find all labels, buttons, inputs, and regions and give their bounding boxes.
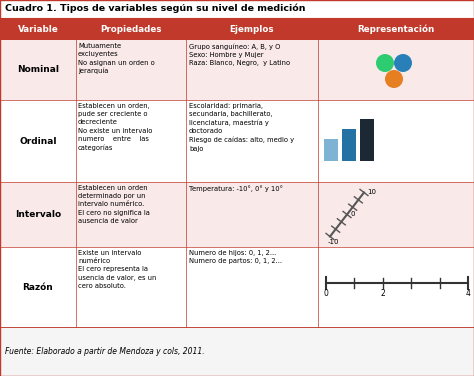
Text: 0: 0 [351, 211, 356, 217]
Circle shape [385, 70, 403, 88]
Text: Cuadro 1. Tipos de variables según su nivel de medición: Cuadro 1. Tipos de variables según su ni… [5, 3, 306, 13]
Text: Establecen un orden,
pude ser creciente o
decreciente
No existe un intervalo
num: Establecen un orden, pude ser creciente … [78, 103, 152, 151]
Bar [0, 182, 474, 247]
Text: Mutuamente
excluyentes
No asignan un orden o
jerarquía: Mutuamente excluyentes No asignan un ord… [78, 43, 155, 74]
Bar [360, 119, 374, 161]
Text: Representación: Representación [357, 24, 435, 34]
Circle shape [376, 54, 394, 72]
Text: Razón: Razón [23, 282, 54, 291]
Text: 10: 10 [367, 190, 376, 196]
Bar [0, 327, 474, 376]
Bar [0, 18, 474, 40]
Text: Intervalo: Intervalo [15, 210, 61, 219]
Text: Escolaridad: primaria,
secundaria, bachillerato,
licenciatura, maestría y
doctor: Escolaridad: primaria, secundaria, bachi… [189, 103, 294, 152]
Text: 0: 0 [324, 288, 328, 297]
Text: Variable: Variable [18, 24, 58, 33]
Text: Temperatura: -10°, 0° y 10°: Temperatura: -10°, 0° y 10° [189, 185, 283, 192]
Bar [324, 139, 338, 161]
Text: Ejemplos: Ejemplos [230, 24, 274, 33]
Text: 2: 2 [381, 288, 385, 297]
Text: Numero de hijos: 0, 1, 2...
Numero de partos: 0, 1, 2...: Numero de hijos: 0, 1, 2... Numero de pa… [189, 250, 282, 264]
Bar [342, 129, 356, 161]
Text: Grupo sanguíneo: A, B, y O
Sexo: Hombre y Mujer
Raza: Blanco, Negro,  y Latino: Grupo sanguíneo: A, B, y O Sexo: Hombre … [189, 43, 290, 66]
Text: 4: 4 [465, 288, 470, 297]
Bar [0, 247, 474, 327]
Bar [0, 40, 474, 100]
Text: Fuente: Elaborado a partir de Mendoza y cols, 2011.: Fuente: Elaborado a partir de Mendoza y … [5, 347, 205, 356]
Text: Establecen un orden
determinado por un
intervalo numérico.
El cero no significa : Establecen un orden determinado por un i… [78, 185, 150, 224]
Text: Propiedades: Propiedades [100, 24, 162, 33]
Text: Existe un intervalo
numérico
El cero representa la
usencia de valor, es un
cero : Existe un intervalo numérico El cero rep… [78, 250, 156, 289]
Text: -10: -10 [328, 238, 339, 244]
Bar [0, 100, 474, 182]
Circle shape [394, 54, 412, 72]
Text: Nominal: Nominal [17, 65, 59, 74]
Text: Ordinal: Ordinal [19, 136, 57, 146]
